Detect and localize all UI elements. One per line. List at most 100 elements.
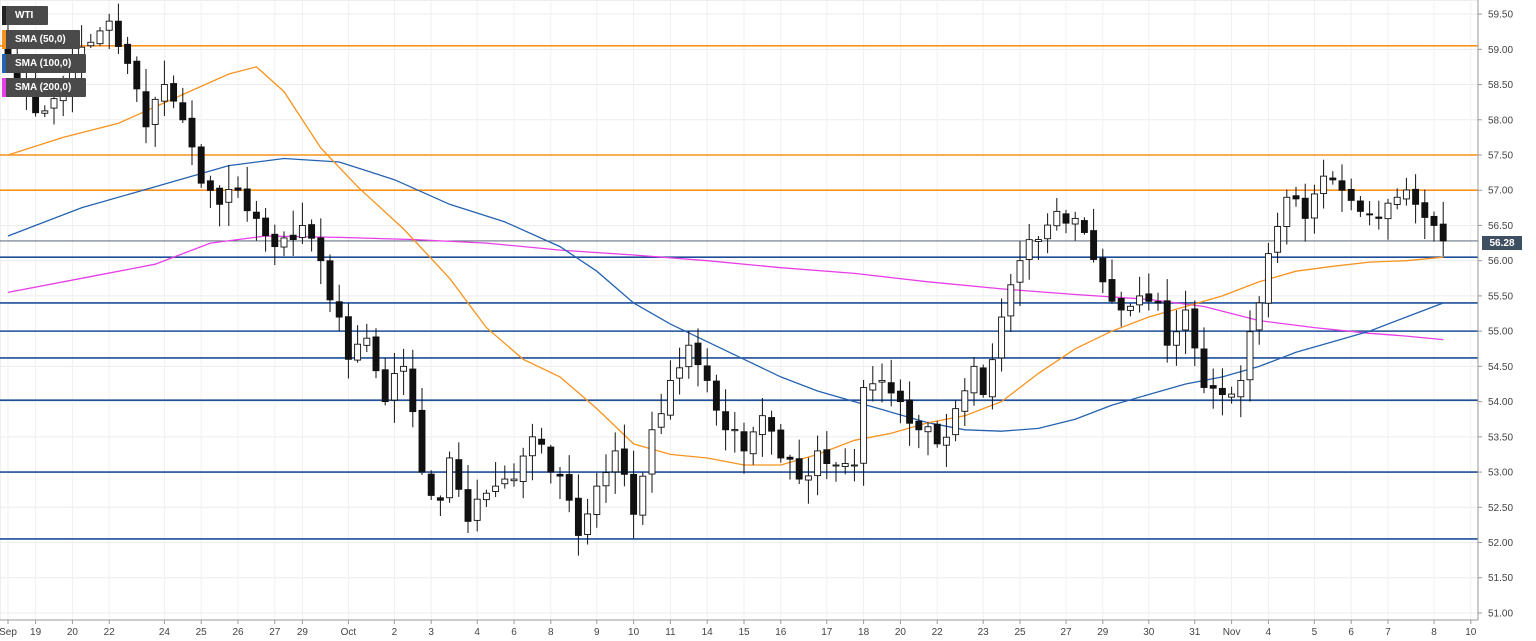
candle-body [252,211,260,219]
candle-body [795,458,803,480]
last-price-badge: 56.28 [1482,236,1522,250]
candle-body [1356,200,1364,212]
candle-body [1439,223,1447,242]
candle-body [676,367,684,379]
x-tick-label: 4 [474,627,480,638]
candle-body [1117,298,1125,311]
candle-body [1191,308,1199,349]
x-tick-label: Nov [1223,627,1241,638]
x-tick-label: 8 [1431,627,1437,638]
x-tick-label: 8 [548,627,554,638]
candle-body [942,436,950,446]
legend-sma100-label: SMA (100,0) [15,58,72,69]
candle-body [574,497,582,536]
candle-body [1228,393,1236,398]
candle-body [262,217,270,237]
candle-body [1292,195,1300,200]
candle-body [1044,224,1052,240]
candle-body [538,438,546,445]
candle-body [786,456,794,460]
x-tick-label: 27 [1060,627,1072,638]
legend: WTI SMA (50,0) SMA (100,0) SMA (200,0) [2,6,86,102]
candle-body [1016,260,1024,283]
candle-body [1375,216,1383,219]
candle-body [887,382,895,394]
candle-body [390,373,398,401]
x-tick-label: 4 [1266,627,1272,638]
x-tick-label: 20 [67,627,79,638]
candle-body [1182,309,1190,331]
x-tick-label: 27 [269,627,281,638]
candle-body [1163,300,1171,346]
candle-body [1136,295,1144,306]
candle-body [694,342,702,366]
candle-body [777,429,785,459]
candle-body [970,365,978,394]
candle-body [758,415,766,436]
candle-body [41,110,49,114]
x-tick-label: 22 [932,627,944,638]
candle-body [326,260,334,301]
legend-symbol-label: WTI [15,10,34,21]
y-tick-label: 53.50 [1488,432,1513,443]
y-tick-label: 57.00 [1488,186,1513,197]
x-tick-label: 10 [1465,627,1477,638]
candle-body [1209,385,1217,389]
candle-body [731,429,739,432]
legend-sma100: SMA (100,0) [2,54,86,73]
candle-body [1283,196,1291,227]
candle-body [124,43,132,64]
x-tick-label: 5 [1312,627,1318,638]
candle-body [611,450,619,473]
legend-symbol-swatch [2,6,6,25]
y-tick-label: 52.00 [1488,538,1513,549]
candle-body [823,449,831,464]
candle-body [473,498,481,521]
candle-body [1393,196,1401,205]
x-tick-label: 18 [858,627,870,638]
x-tick-label: 23 [978,627,990,638]
x-tick-label: 7 [1385,627,1391,638]
candle-body [749,431,757,455]
candle-body [1264,253,1272,304]
y-tick-label: 58.00 [1488,115,1513,126]
x-tick-label: 26 [232,627,244,638]
candle-body [179,102,187,121]
x-tick-label: 29 [297,627,309,638]
candle-body [464,489,472,522]
candle-body [1384,202,1392,220]
candle-body [528,436,536,457]
candle-body [896,390,904,403]
candle-body [1301,197,1309,219]
legend-sma50: SMA (50,0) [2,30,80,49]
candle-body [768,417,776,432]
candle-body [832,464,840,467]
candle-body [308,224,316,239]
candle-body [87,41,95,47]
candle-body [1338,180,1346,191]
candle-body [151,98,159,125]
candle-body [409,368,417,413]
candle-body [1320,175,1328,194]
legend-sma100-swatch [2,54,6,73]
candle-body [1366,213,1374,216]
y-tick-label: 59.50 [1488,10,1513,21]
x-tick-label: 19 [30,627,42,638]
candle-body [961,390,969,412]
candle-body [335,301,343,318]
candle-body [988,359,996,398]
candle-body [363,337,371,346]
y-tick-label: 51.50 [1488,573,1513,584]
y-tick-label: 57.50 [1488,151,1513,162]
candle-body [1246,331,1254,381]
candle-body [1200,348,1208,388]
candle-body [860,387,868,464]
x-tick-label: 24 [159,627,171,638]
candle-body [565,474,573,501]
candle-body [142,91,150,128]
candle-body [455,459,463,490]
candle-body [639,475,647,516]
x-tick-label: 25 [196,627,208,638]
candle-body [298,225,306,238]
y-tick-label: 54.50 [1488,362,1513,373]
